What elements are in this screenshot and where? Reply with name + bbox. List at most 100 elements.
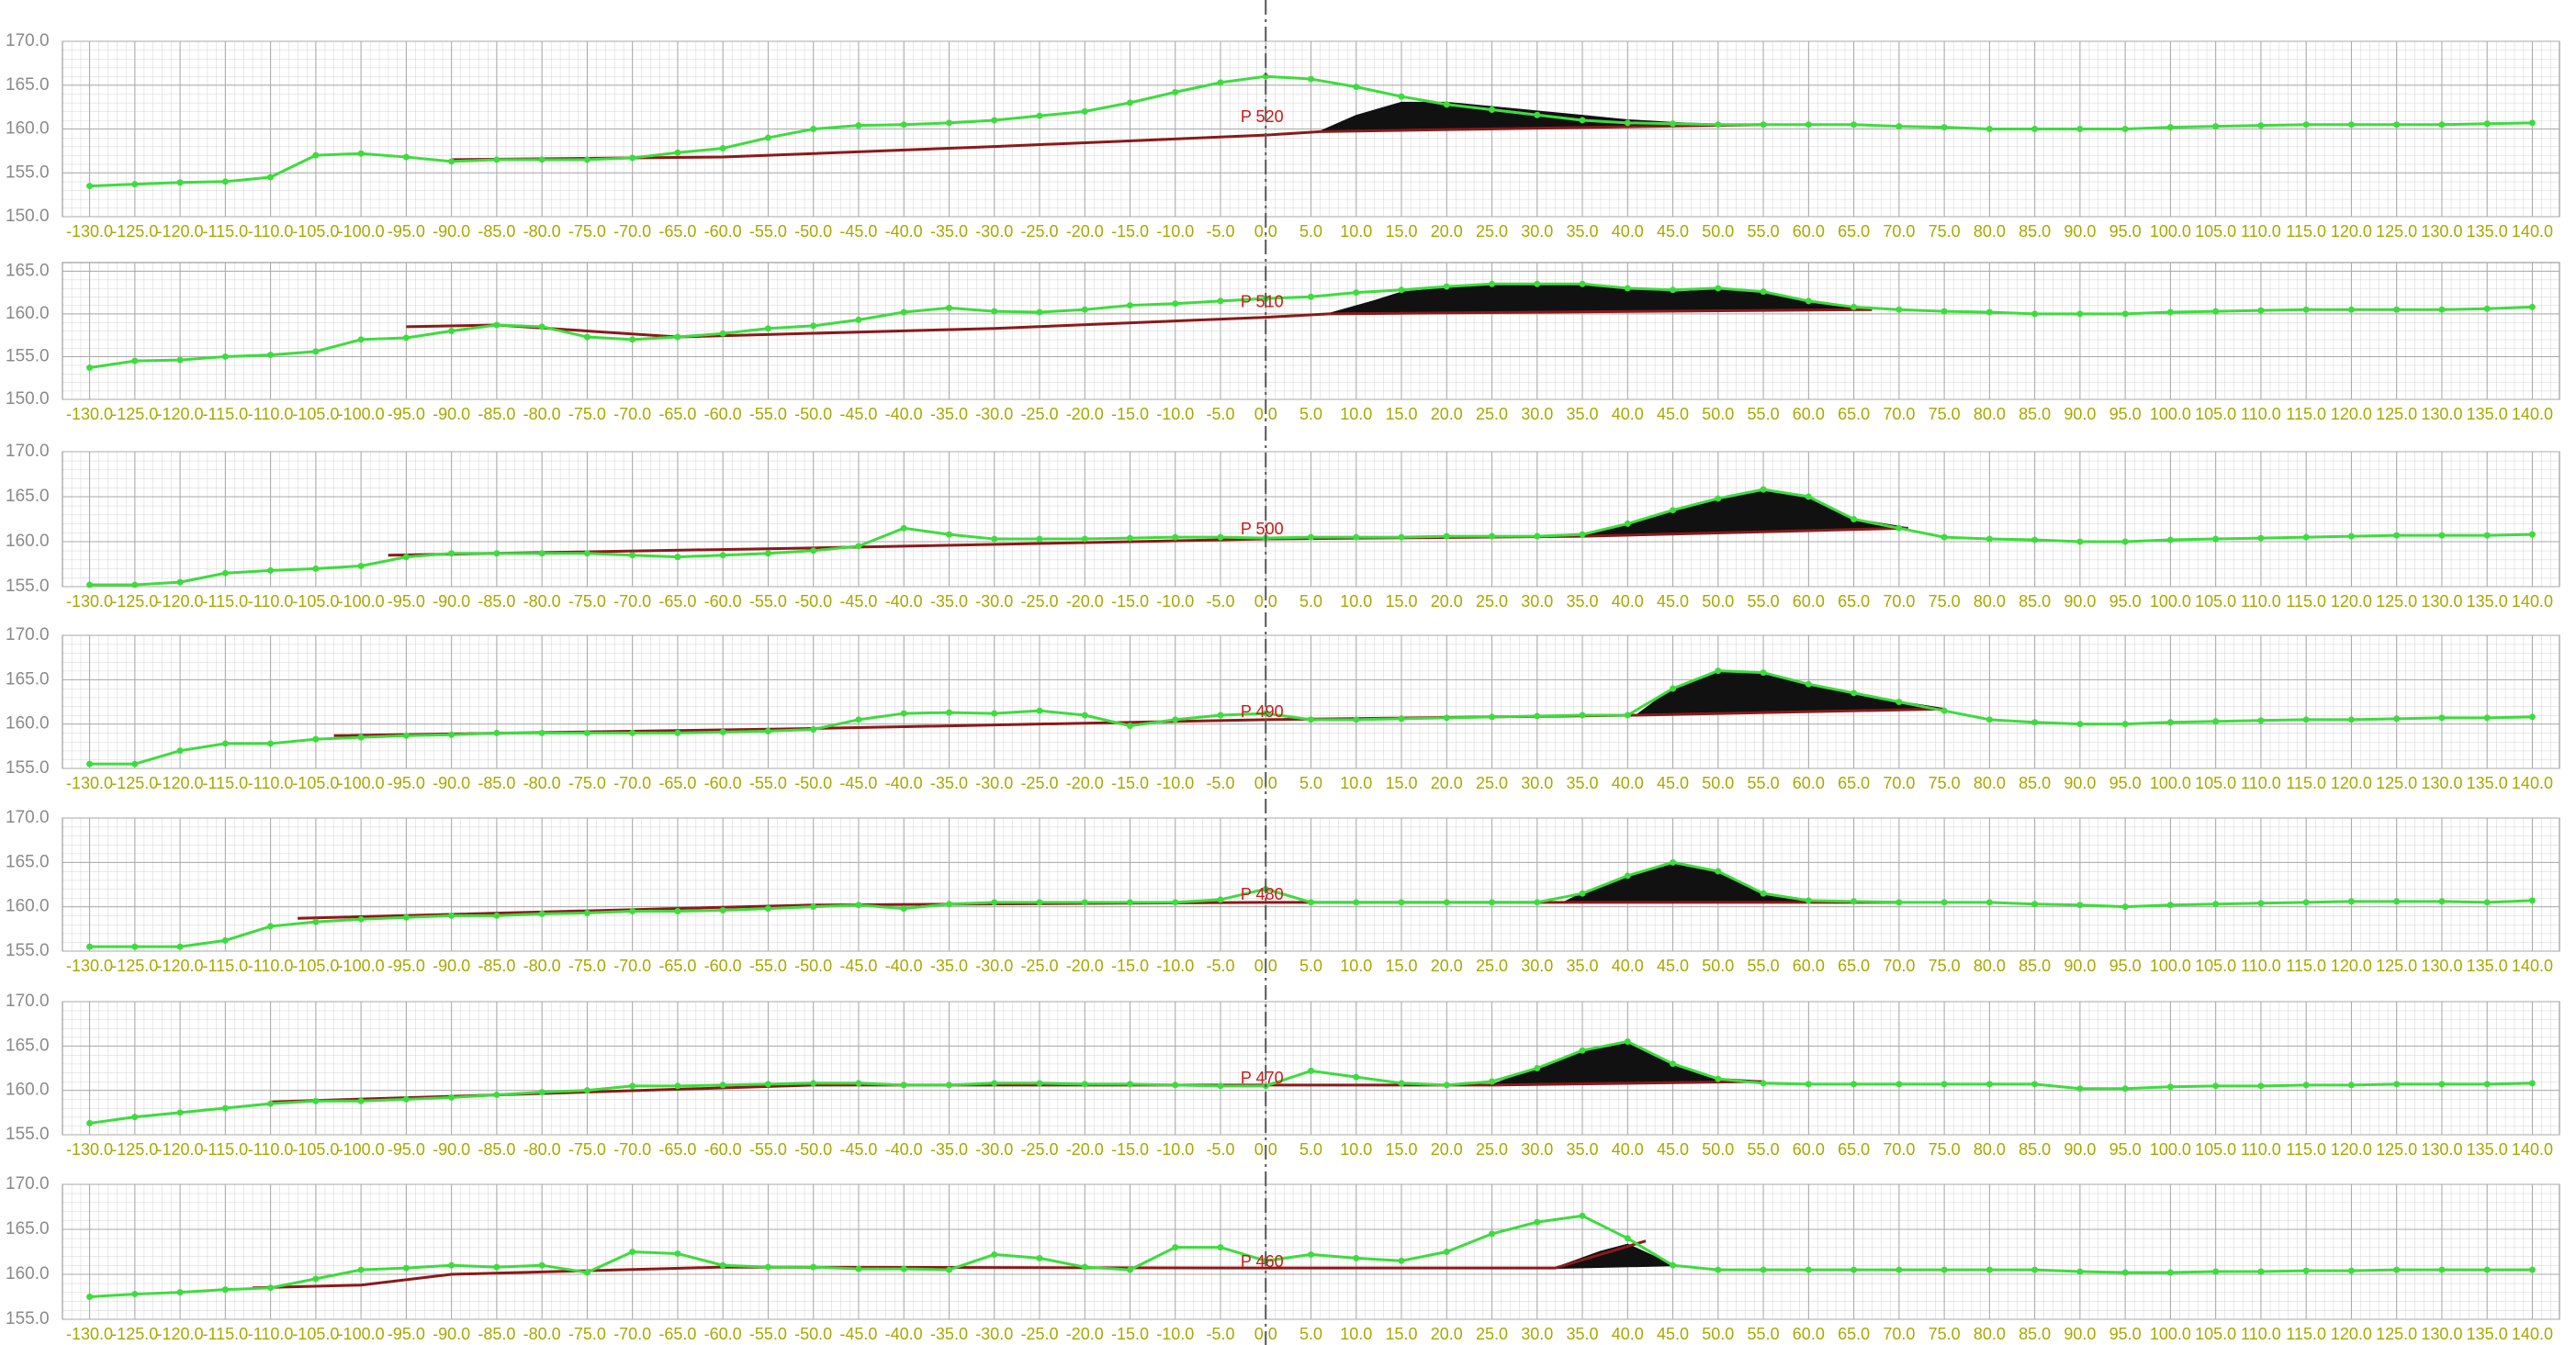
x-tick-label: -95.0 [388, 592, 425, 611]
point [538, 729, 546, 736]
x-tick-label: -60.0 [704, 592, 742, 611]
point [1217, 533, 1224, 541]
x-tick-label: 60.0 [1793, 405, 1825, 423]
point [1579, 280, 1586, 287]
point [493, 729, 501, 736]
point [1308, 899, 1314, 906]
x-tick-label: -25.0 [1020, 1325, 1058, 1343]
x-tick-label: 90.0 [2064, 1325, 2096, 1343]
point [1036, 707, 1043, 714]
point [357, 1097, 365, 1104]
point [855, 543, 862, 550]
point [1850, 1266, 1858, 1273]
x-tick-label: -80.0 [523, 592, 561, 611]
x-tick-label: 45.0 [1657, 774, 1689, 792]
point [493, 912, 501, 919]
x-tick-label: 55.0 [1748, 774, 1780, 792]
point [2212, 308, 2220, 315]
point [1534, 532, 1541, 540]
point [764, 134, 771, 141]
x-tick-label: 55.0 [1748, 1140, 1780, 1159]
point [1489, 106, 1496, 113]
x-tick-label: -130.0 [66, 1140, 113, 1159]
point [1805, 680, 1812, 688]
x-tick-label: 40.0 [1612, 1325, 1644, 1343]
x-tick-label: 125.0 [2376, 592, 2417, 611]
x-tick-label: 40.0 [1612, 592, 1644, 611]
point [719, 907, 726, 914]
point [1443, 714, 1450, 722]
x-tick-label: 140.0 [2512, 592, 2553, 611]
x-tick-label: -30.0 [975, 592, 1013, 611]
x-tick-label: 25.0 [1476, 405, 1508, 423]
y-tick-label: 165.0 [6, 75, 50, 95]
x-tick-label: -30.0 [975, 1140, 1013, 1159]
x-tick-label: 80.0 [1974, 405, 2006, 423]
x-tick-label: 25.0 [1476, 957, 1508, 975]
point [945, 1082, 952, 1089]
x-tick-label: 110.0 [2241, 405, 2281, 423]
point [2483, 120, 2491, 128]
point [1126, 1081, 1133, 1088]
x-tick-label: 30.0 [1521, 774, 1553, 792]
point [2257, 1082, 2265, 1090]
point [2166, 902, 2174, 909]
point [402, 732, 410, 739]
x-tick-label: 35.0 [1567, 405, 1599, 423]
point [2528, 1266, 2536, 1273]
point [1398, 286, 1405, 294]
section-label: P 480 [1241, 885, 1284, 903]
point [1217, 79, 1224, 86]
y-tick-label: 165.0 [6, 261, 50, 280]
point [402, 1264, 410, 1272]
fill-area [1555, 1243, 1673, 1270]
point [1353, 289, 1360, 297]
point [402, 554, 410, 561]
x-tick-label: 30.0 [1521, 1325, 1553, 1343]
x-tick-label: -40.0 [885, 1325, 923, 1343]
x-tick-label: 115.0 [2286, 405, 2326, 423]
point [1715, 1075, 1722, 1082]
x-tick-label: 115.0 [2286, 957, 2326, 975]
x-tick-label: 30.0 [1521, 592, 1553, 611]
y-tick-label: 165.0 [6, 1219, 50, 1239]
x-tick-label: -20.0 [1066, 1325, 1104, 1343]
point [583, 550, 591, 557]
point [2076, 902, 2084, 909]
point [448, 1093, 456, 1101]
point [1534, 899, 1541, 906]
x-tick-label: -50.0 [794, 592, 832, 611]
point [674, 1082, 681, 1090]
x-tick-label: 50.0 [1702, 1325, 1734, 1343]
point [2257, 717, 2265, 724]
point [2347, 898, 2355, 905]
x-tick-label: -55.0 [749, 1325, 787, 1343]
point [719, 552, 726, 559]
x-tick-label: -60.0 [704, 222, 742, 241]
y-tick-label: 160.0 [6, 897, 50, 916]
point [2076, 1268, 2084, 1275]
x-tick-label: 140.0 [2512, 405, 2553, 423]
point [2528, 713, 2536, 721]
point [1534, 1218, 1541, 1226]
point [1126, 723, 1133, 730]
point [719, 145, 726, 152]
x-tick-label: 10.0 [1340, 405, 1372, 423]
x-tick-label: 125.0 [2376, 1325, 2417, 1343]
x-tick-label: -80.0 [523, 1140, 561, 1159]
point [267, 1284, 275, 1292]
point [1308, 533, 1314, 541]
point [2393, 1266, 2401, 1273]
x-tick-label: 100.0 [2150, 957, 2191, 975]
point [1398, 533, 1405, 541]
section-label: P 460 [1241, 1252, 1284, 1271]
point [1624, 872, 1631, 880]
point [1579, 890, 1586, 897]
point [2528, 897, 2536, 904]
section-label: P 490 [1241, 702, 1284, 721]
x-tick-label: -35.0 [930, 222, 968, 241]
section-label: P 510 [1241, 293, 1284, 311]
x-tick-label: 120.0 [2331, 1325, 2372, 1343]
point [583, 729, 591, 736]
x-tick-label: -10.0 [1156, 1325, 1194, 1343]
